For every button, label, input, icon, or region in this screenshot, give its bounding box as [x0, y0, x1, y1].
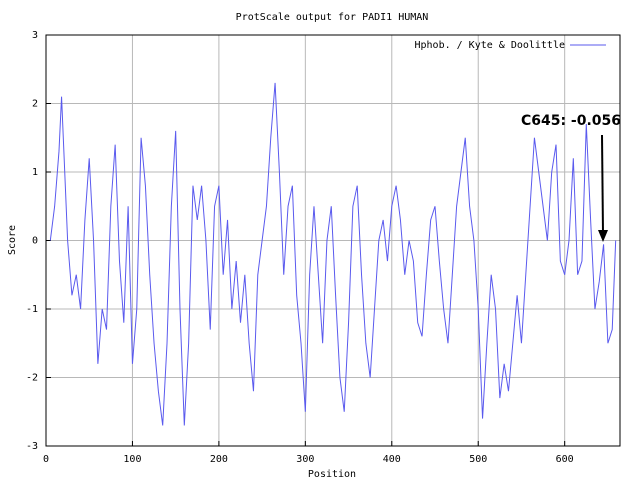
y-tick-label: 3 — [32, 30, 38, 41]
y-tick-label: 0 — [32, 236, 38, 247]
y-tick-label: 1 — [32, 167, 38, 178]
data-line — [49, 82, 617, 426]
y-tick-label: -2 — [26, 373, 38, 384]
y-axis-label: Score — [7, 225, 18, 255]
chart-title: ProtScale output for PADI1 HUMAN — [236, 12, 429, 23]
x-axis-label: Position — [308, 469, 356, 480]
annotation-arrow — [601, 134, 604, 235]
annotation-arrowhead — [598, 230, 608, 242]
x-tick-label: 100 — [123, 454, 141, 465]
legend-label: Hphob. / Kyte & Doolittle — [414, 40, 565, 51]
x-tick-label: 500 — [469, 454, 487, 465]
y-tick-label: -1 — [26, 304, 38, 315]
y-tick-label: -3 — [26, 441, 38, 452]
x-tick-label: 200 — [210, 454, 228, 465]
grid-layer — [45, 34, 620, 447]
x-tick-label: 0 — [43, 454, 49, 465]
x-tick-label: 300 — [296, 454, 314, 465]
x-tick-label: 600 — [556, 454, 574, 465]
x-tick-label: 400 — [383, 454, 401, 465]
y-tick-label: 2 — [32, 99, 38, 110]
annotation: C645: -0.056 — [521, 113, 621, 129]
